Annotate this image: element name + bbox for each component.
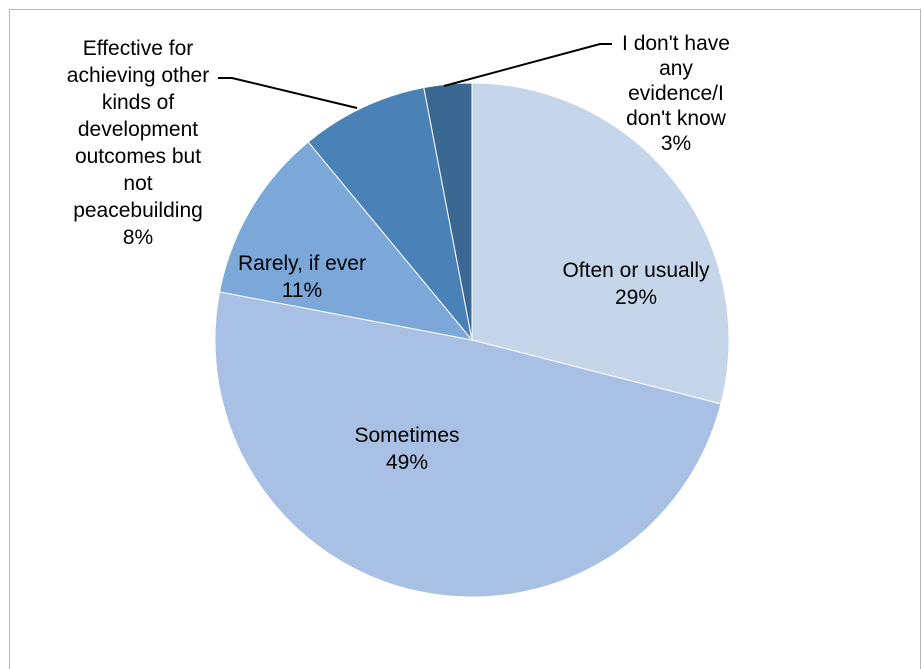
data-label-line: kinds of — [102, 91, 175, 114]
data-label: Effective for achieving other kinds of deve… — [67, 37, 209, 249]
data-label-line: 8% — [123, 226, 153, 249]
data-label-line: Effective for — [83, 37, 194, 60]
data-label-line: 3% — [661, 132, 691, 155]
data-label-line: development — [78, 118, 198, 141]
data-label-line: not — [123, 172, 152, 195]
pie-slice — [471, 82, 730, 405]
data-label-line: I don't have — [622, 32, 730, 55]
data-labels: Often or usually 29% Sometimes 49% Rarely, i… — [67, 32, 730, 474]
pie-slice — [307, 86, 473, 341]
data-label-line: achieving other — [67, 64, 209, 87]
data-label-line: 29% — [615, 286, 657, 309]
data-label: Often or usually 29% — [562, 259, 710, 309]
data-label-line: peacebuilding — [73, 199, 203, 222]
leader-lines — [218, 43, 612, 109]
data-label: Rarely, if ever 11% — [238, 252, 366, 302]
leader-line — [443, 43, 612, 87]
data-label-line: 11% — [282, 279, 322, 302]
data-label-line: Rarely, if ever — [238, 252, 366, 275]
pie-slices — [214, 82, 730, 598]
leader-line — [218, 77, 358, 109]
data-label-line: any — [659, 57, 693, 80]
data-label-line: Sometimes — [354, 424, 459, 447]
pie-slice — [218, 141, 474, 341]
data-label: Sometimes 49% — [354, 424, 459, 474]
data-label-line: don't know — [626, 107, 727, 130]
data-label-line: Often or usually — [562, 259, 710, 282]
data-label-line: evidence/I — [628, 82, 724, 105]
data-label-line: outcomes but — [75, 145, 201, 168]
data-label: I don't have any evidence/I don't know 3% — [622, 32, 730, 155]
data-label-line: 49% — [386, 451, 428, 474]
pie-slice — [214, 291, 722, 598]
